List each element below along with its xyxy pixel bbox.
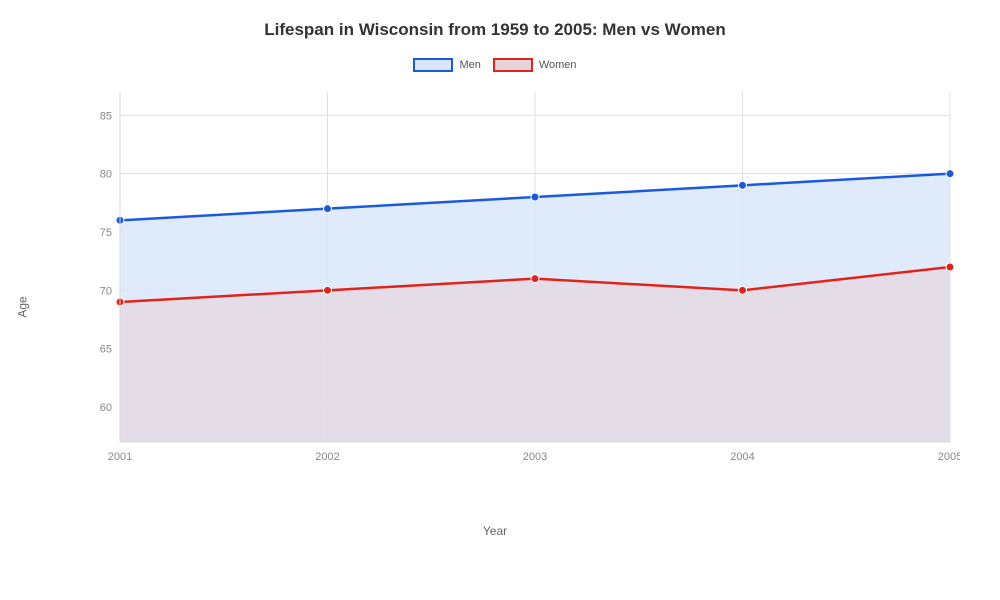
marker-women (946, 263, 954, 271)
plot-area: 60 65 70 75 80 85 2001 2002 2003 2004 2005 (80, 87, 960, 477)
marker-men (739, 181, 747, 189)
legend: Men Women (20, 58, 970, 72)
x-axis-title: Year (483, 524, 507, 538)
y-tick-label: 80 (100, 169, 112, 181)
plot-wrapper: Age 60657075808520012002200320042005 Yea… (20, 82, 970, 532)
x-tick-label: 2005 (938, 451, 960, 463)
marker-women (324, 286, 332, 294)
y-tick-label: 85 (100, 110, 112, 122)
legend-swatch-women (493, 58, 533, 72)
x-tick-label: 2003 (523, 451, 547, 463)
marker-men (946, 170, 954, 178)
marker-women (531, 275, 539, 283)
y-axis-title: Age (16, 296, 30, 317)
x-tick-label: 2002 (315, 451, 339, 463)
chart-title: Lifespan in Wisconsin from 1959 to 2005:… (20, 20, 970, 40)
y-tick-label: 60 (100, 402, 112, 414)
legend-label-men: Men (459, 59, 480, 71)
y-tick-label: 65 (100, 344, 112, 356)
chart-container: Lifespan in Wisconsin from 1959 to 2005:… (0, 0, 1000, 600)
marker-men (324, 205, 332, 213)
legend-label-women: Women (539, 59, 577, 71)
legend-item-men: Men (413, 58, 480, 72)
marker-men (531, 193, 539, 201)
plot-svg: 60 65 70 75 80 85 2001 2002 2003 2004 2005 (80, 87, 960, 477)
x-tick-label: 2004 (730, 451, 754, 463)
x-tick-label: 2001 (108, 451, 132, 463)
y-tick-label: 70 (100, 285, 112, 297)
y-tick-label: 75 (100, 227, 112, 239)
legend-item-women: Women (493, 58, 577, 72)
legend-swatch-men (413, 58, 453, 72)
marker-women (739, 286, 747, 294)
